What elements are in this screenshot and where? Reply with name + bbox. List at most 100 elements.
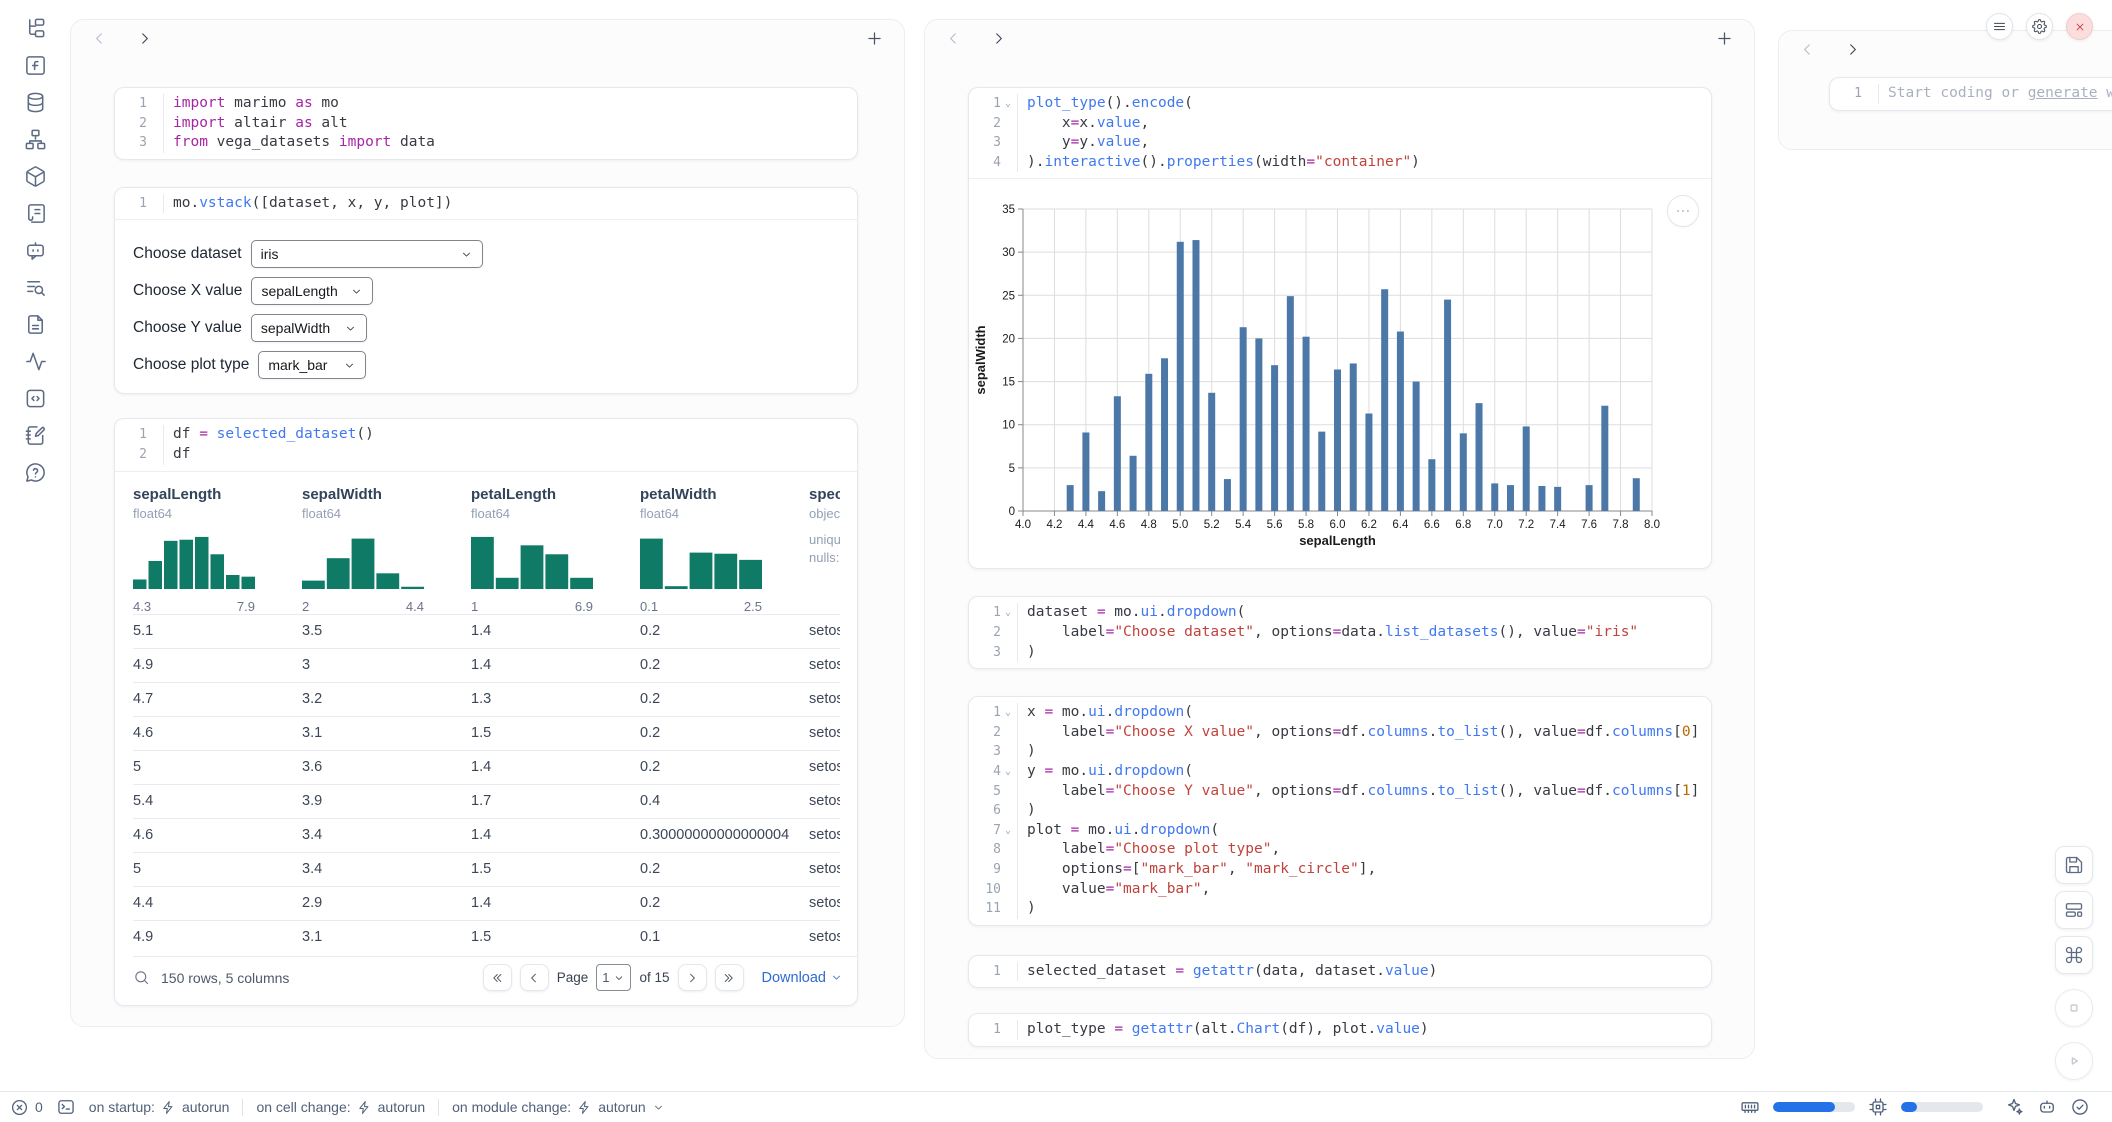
table-row[interactable]: 5.1 3.5 1.4 0.2 setosa bbox=[133, 613, 840, 648]
chevron-down-icon bbox=[343, 359, 356, 372]
column-header-petalWidth[interactable]: petalWidth float64 0.1 2.5 bbox=[640, 485, 762, 614]
layout-button[interactable] bbox=[2055, 891, 2093, 929]
column-header-petalLength[interactable]: petalLength float64 1 6.9 bbox=[471, 485, 593, 614]
stop-button[interactable] bbox=[2055, 989, 2093, 1027]
svg-text:10: 10 bbox=[1002, 420, 1015, 432]
download-label: Download bbox=[761, 969, 827, 986]
cell-xy-dropdowns[interactable]: 1 ⌄ x = mo.ui.dropdown(2 label="Choose X v… bbox=[968, 696, 1712, 926]
x-select[interactable]: sepalLength bbox=[251, 277, 374, 306]
dataset-select[interactable]: iris bbox=[250, 240, 483, 269]
column-next-icon[interactable] bbox=[990, 30, 1007, 52]
column-prev-icon[interactable] bbox=[1799, 41, 1816, 63]
menu-button[interactable] bbox=[1986, 13, 2013, 40]
first-page-button[interactable] bbox=[482, 964, 512, 992]
code-editor[interactable]: 1 ⌄ dataset = mo.ui.dropdown(2 label="Choo… bbox=[969, 597, 1711, 668]
save-button[interactable] bbox=[2055, 846, 2093, 884]
autorun-settings: on startup: autorun on cell change: autorun… bbox=[88, 1098, 665, 1116]
shutdown-button[interactable] bbox=[2066, 13, 2093, 40]
download-button[interactable]: Download bbox=[762, 970, 844, 986]
ai-sparkles-icon[interactable] bbox=[2004, 1097, 2024, 1117]
notebook-edit-icon[interactable] bbox=[20, 423, 50, 447]
column-next-icon[interactable] bbox=[1844, 41, 1861, 63]
prev-page-button[interactable] bbox=[519, 964, 549, 992]
cell-plot-type[interactable]: 1 plot_type = getattr(alt.Chart(df), plot… bbox=[968, 1013, 1712, 1047]
file-tree-icon[interactable] bbox=[20, 16, 50, 40]
run-button[interactable] bbox=[2055, 1042, 2093, 1080]
activity-icon[interactable] bbox=[20, 349, 50, 373]
code-line: 4).interactive().properties(width="conta… bbox=[977, 152, 1705, 173]
cell-selected-dataset[interactable]: 1 selected_dataset = getattr(data, datase… bbox=[968, 954, 1712, 989]
list-search-icon[interactable] bbox=[20, 275, 50, 299]
choose-plot-row: Choose plot type mark_bar bbox=[133, 351, 837, 380]
scroll-icon[interactable] bbox=[20, 201, 50, 225]
terminal-button[interactable] bbox=[56, 1097, 76, 1117]
code-editor[interactable]: 1 selected_dataset = getattr(data, datase… bbox=[969, 956, 1711, 988]
package-icon[interactable] bbox=[20, 164, 50, 188]
column-header-sepalWidth[interactable]: sepalWidth float64 2 4.4 bbox=[302, 485, 424, 614]
connection-check-icon[interactable] bbox=[2070, 1097, 2090, 1117]
svg-text:6.6: 6.6 bbox=[1424, 519, 1440, 531]
column-next-icon[interactable] bbox=[136, 30, 153, 52]
table-row[interactable]: 4.9 3.1 1.5 0.1 setosa bbox=[133, 919, 840, 954]
autorun-setting[interactable]: on startup: autorun bbox=[88, 1099, 230, 1115]
column-prev-icon[interactable] bbox=[91, 30, 108, 52]
choose-y-row: Choose Y value sepalWidth bbox=[133, 314, 837, 343]
error-indicator[interactable]: 0 bbox=[10, 1098, 43, 1117]
function-square-icon[interactable] bbox=[20, 53, 50, 77]
cell-imports[interactable]: 1 import marimo as mo 2 import altair as al… bbox=[114, 87, 858, 160]
plot-select[interactable]: mark_bar bbox=[258, 351, 367, 380]
table-row[interactable]: 5.4 3.9 1.7 0.4 setosa bbox=[133, 783, 840, 818]
stop-icon bbox=[2064, 998, 2084, 1018]
autorun-setting[interactable]: on module change: autorun bbox=[452, 1099, 665, 1115]
cell-dataframe[interactable]: 1 df = selected_dataset() 2 df sepalLength f… bbox=[114, 418, 858, 1006]
code-editor[interactable]: 1 Start coding or generate with bbox=[1830, 78, 2112, 110]
table-row[interactable]: 4.9 3 1.4 0.2 setosa bbox=[133, 647, 840, 682]
table-row[interactable]: 4.7 3.2 1.3 0.2 setosa bbox=[133, 681, 840, 716]
chart-options-button[interactable] bbox=[1667, 195, 1699, 228]
help-icon[interactable] bbox=[20, 460, 50, 484]
code-editor[interactable]: 1 plot_type = getattr(alt.Chart(df), plot… bbox=[969, 1014, 1711, 1046]
code-editor[interactable]: 1 ⌄ plot_type().encode(2 x=x.value, 3 y=y.v… bbox=[969, 88, 1711, 178]
code-editor[interactable]: 1 ⌄ x = mo.ui.dropdown(2 label="Choose X v… bbox=[969, 697, 1711, 925]
column-prev-icon[interactable] bbox=[945, 30, 962, 52]
page-select[interactable]: 1 bbox=[596, 964, 632, 992]
cpu-meter[interactable] bbox=[1901, 1102, 1983, 1112]
code-box-icon[interactable] bbox=[20, 386, 50, 410]
cell-dataset-dropdown[interactable]: 1 ⌄ dataset = mo.ui.dropdown(2 label="Choo… bbox=[968, 596, 1712, 670]
add-cell-icon[interactable] bbox=[865, 29, 884, 53]
y-select[interactable]: sepalWidth bbox=[250, 314, 367, 343]
ram-meter[interactable] bbox=[1773, 1102, 1855, 1112]
database-icon[interactable] bbox=[20, 90, 50, 114]
table-row[interactable]: 5 3.6 1.4 0.2 setosa bbox=[133, 749, 840, 784]
table-row[interactable]: 4.4 2.9 1.4 0.2 setosa bbox=[133, 885, 840, 920]
altair-bar-chart[interactable]: 4.0 4.2 4.4 4.6 4.8 5.0 5.2 5.4 5.6 5.8 6.0 6.2 6.4 6… bbox=[969, 187, 1709, 559]
bot-chat-icon[interactable] bbox=[20, 238, 50, 262]
command-palette-button[interactable] bbox=[2055, 936, 2093, 974]
add-cell-icon[interactable] bbox=[1715, 29, 1734, 53]
generate-link[interactable]: generate bbox=[2027, 85, 2098, 101]
column-header-species[interactable]: speciesobjectunique:nulls: bbox=[809, 485, 840, 565]
column-header-sepalLength[interactable]: sepalLength float64 4.3 7.9 bbox=[133, 485, 255, 614]
table-row[interactable]: 4.6 3.1 1.5 0.2 setosa bbox=[133, 715, 840, 750]
code-editor[interactable]: 1 mo.vstack([dataset, x, y, plot]) bbox=[115, 188, 857, 220]
hierarchy-icon[interactable] bbox=[20, 127, 50, 151]
notebook-column-3: 1 Start coding or generate with bbox=[1778, 30, 2112, 150]
cell-chart[interactable]: 1 ⌄ plot_type().encode(2 x=x.value, 3 y=y.v… bbox=[968, 87, 1712, 570]
table-row[interactable]: 5 3.4 1.5 0.2 setosa bbox=[133, 851, 840, 886]
cell-scratch[interactable]: 1 Start coding or generate with bbox=[1829, 77, 2112, 111]
autorun-setting[interactable]: on cell change: autorun bbox=[256, 1099, 426, 1115]
copilot-bot-icon[interactable] bbox=[2037, 1097, 2057, 1117]
chart-output: 4.0 4.2 4.4 4.6 4.8 5.0 5.2 5.4 5.6 5.8 6.0 6.2 6.4 6… bbox=[969, 178, 1711, 568]
cell-vstack[interactable]: 1 mo.vstack([dataset, x, y, plot]) Choose… bbox=[114, 186, 858, 395]
code-editor[interactable]: 1 df = selected_dataset() 2 df bbox=[115, 419, 857, 470]
table-row[interactable]: 4.6 3.4 1.4 0.30000000000000004 setosa bbox=[133, 817, 840, 852]
code-editor[interactable]: 1 import marimo as mo 2 import altair as al… bbox=[115, 88, 857, 159]
last-page-button[interactable] bbox=[714, 964, 744, 992]
document-icon[interactable] bbox=[20, 312, 50, 336]
next-page-button[interactable] bbox=[677, 964, 707, 992]
search-icon[interactable] bbox=[133, 969, 150, 986]
settings-button[interactable] bbox=[2026, 13, 2053, 40]
command-icon bbox=[2064, 945, 2084, 965]
column-header bbox=[1779, 31, 2112, 73]
x-select-value: sepalLength bbox=[261, 283, 338, 300]
